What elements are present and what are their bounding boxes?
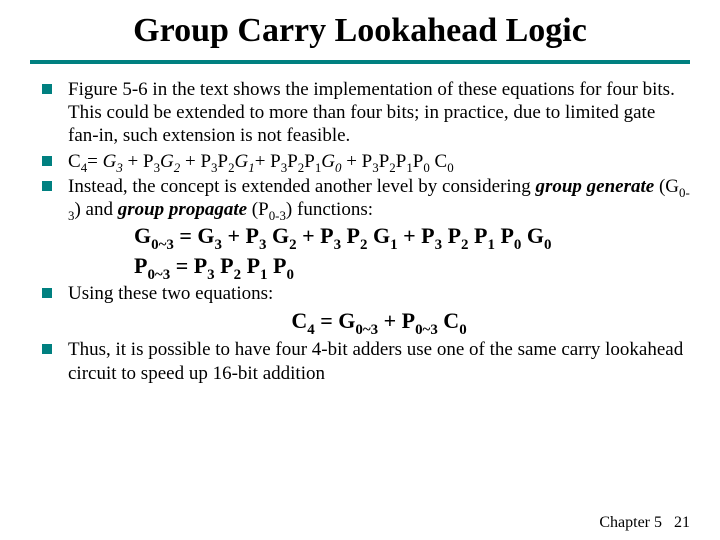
title-rule <box>30 60 690 64</box>
bullet-2-equation-c4: C4= G3 + P3G2 + P3P2G1+ P3P2P1G0 + P3P2P… <box>42 150 690 173</box>
bullet-list: Figure 5-6 in the text shows the impleme… <box>30 78 690 385</box>
footer-chapter: Chapter 5 <box>599 514 662 531</box>
bullet-4: Using these two equations: C4 = G0~3 + P… <box>42 282 690 336</box>
slide-title: Group Carry Lookahead Logic <box>30 12 690 50</box>
footer-page: 21 <box>674 514 690 531</box>
equation-c4-final: C4 = G0~3 + P0~3 C0 <box>68 306 690 337</box>
equation-g03: G0~3 = G3 + P3 G2 + P3 P2 G1 + P3 P2 P1 … <box>134 221 690 251</box>
equation-p03: P0~3 = P3 P2 P1 P0 <box>134 251 690 281</box>
footer: Chapter 5 21 <box>599 514 690 532</box>
bullet-3: Instead, the concept is extended another… <box>42 175 690 281</box>
bullet-1: Figure 5-6 in the text shows the impleme… <box>42 78 690 148</box>
bullet-5: Thus, it is possible to have four 4-bit … <box>42 338 690 384</box>
